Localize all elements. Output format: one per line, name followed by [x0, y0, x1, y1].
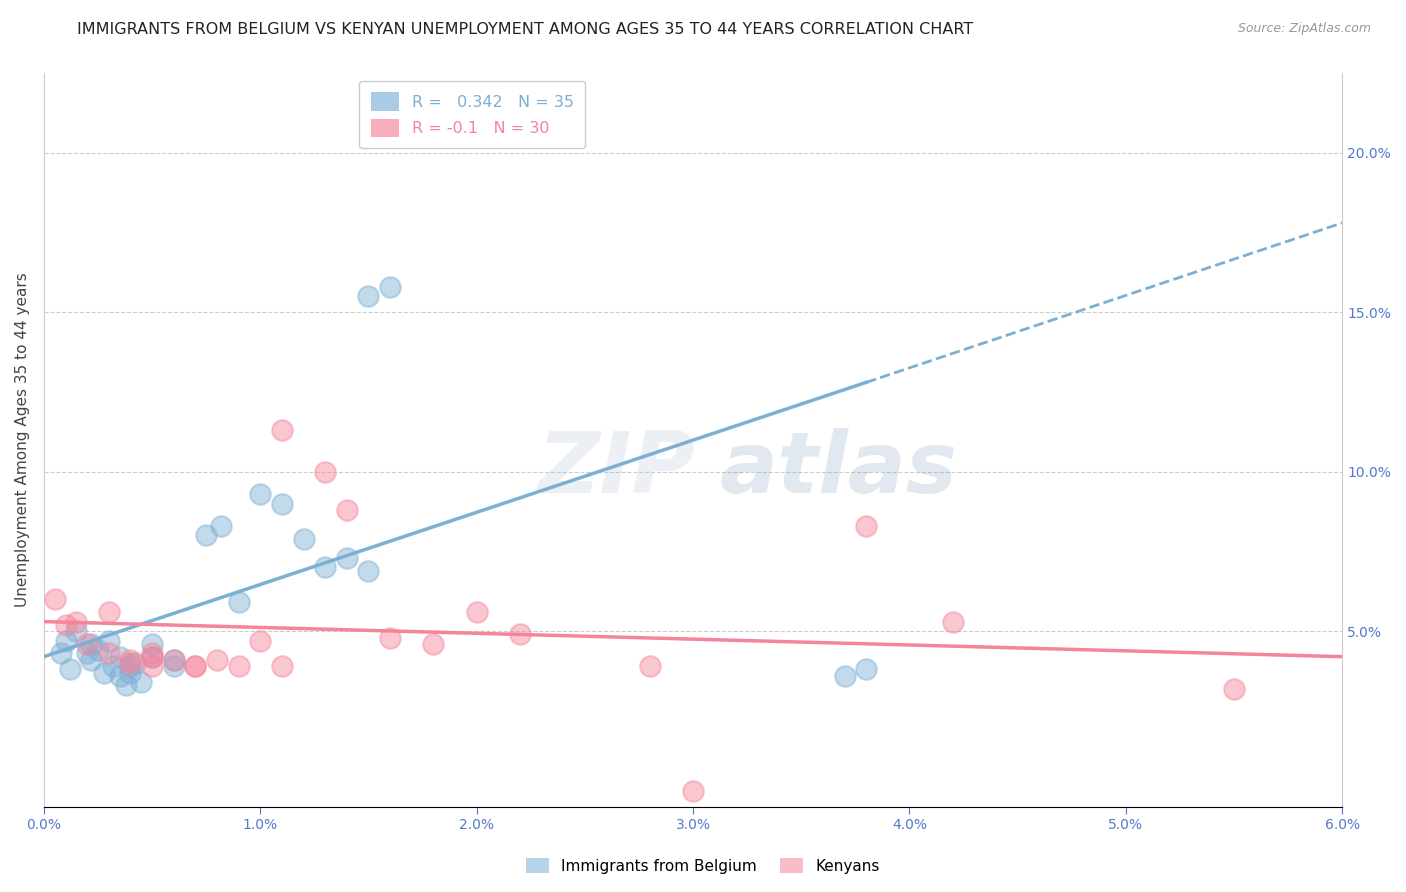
Point — [292, 532, 315, 546]
Point — [378, 279, 401, 293]
Point — [638, 659, 661, 673]
Point — [93, 665, 115, 680]
Point — [51, 647, 73, 661]
Point — [163, 653, 186, 667]
Point — [378, 631, 401, 645]
Point — [509, 627, 531, 641]
Point — [141, 659, 163, 673]
Y-axis label: Unemployment Among Ages 35 to 44 years: Unemployment Among Ages 35 to 44 years — [15, 272, 30, 607]
Point — [357, 564, 380, 578]
Legend: R =   0.342   N = 35, R = -0.1   N = 30: R = 0.342 N = 35, R = -0.1 N = 30 — [360, 81, 585, 148]
Point — [141, 649, 163, 664]
Legend: Immigrants from Belgium, Kenyans: Immigrants from Belgium, Kenyans — [520, 852, 886, 880]
Point — [97, 647, 120, 661]
Point — [120, 665, 142, 680]
Point — [120, 656, 142, 670]
Point — [271, 497, 294, 511]
Point — [228, 659, 250, 673]
Point — [184, 659, 207, 673]
Point — [195, 528, 218, 542]
Point — [65, 624, 87, 639]
Point — [120, 659, 142, 673]
Point — [834, 669, 856, 683]
Point — [855, 662, 877, 676]
Point — [205, 653, 228, 667]
Point — [120, 653, 142, 667]
Point — [97, 633, 120, 648]
Point — [249, 633, 271, 648]
Point — [465, 605, 488, 619]
Point — [336, 503, 359, 517]
Point — [55, 633, 77, 648]
Point — [682, 783, 704, 797]
Point — [336, 550, 359, 565]
Point — [129, 675, 152, 690]
Point — [65, 615, 87, 629]
Point — [314, 465, 336, 479]
Point — [271, 659, 294, 673]
Point — [80, 653, 103, 667]
Point — [942, 615, 965, 629]
Text: IMMIGRANTS FROM BELGIUM VS KENYAN UNEMPLOYMENT AMONG AGES 35 TO 44 YEARS CORRELA: IMMIGRANTS FROM BELGIUM VS KENYAN UNEMPL… — [77, 22, 973, 37]
Point — [124, 656, 146, 670]
Point — [357, 289, 380, 303]
Point — [76, 647, 98, 661]
Text: atlas: atlas — [718, 427, 957, 510]
Point — [115, 678, 138, 692]
Point — [1223, 681, 1246, 696]
Point — [76, 637, 98, 651]
Point — [855, 519, 877, 533]
Point — [163, 659, 186, 673]
Point — [163, 653, 186, 667]
Point — [271, 423, 294, 437]
Point — [314, 560, 336, 574]
Point — [141, 637, 163, 651]
Point — [422, 637, 444, 651]
Point — [108, 649, 131, 664]
Point — [101, 659, 124, 673]
Point — [228, 595, 250, 609]
Text: ZIP: ZIP — [537, 427, 695, 510]
Point — [209, 519, 232, 533]
Point — [55, 617, 77, 632]
Text: Source: ZipAtlas.com: Source: ZipAtlas.com — [1237, 22, 1371, 36]
Point — [87, 643, 110, 657]
Point — [184, 659, 207, 673]
Point — [141, 647, 163, 661]
Point — [141, 649, 163, 664]
Point — [44, 592, 66, 607]
Point — [249, 487, 271, 501]
Point — [97, 605, 120, 619]
Point — [108, 669, 131, 683]
Point — [80, 637, 103, 651]
Point — [59, 662, 82, 676]
